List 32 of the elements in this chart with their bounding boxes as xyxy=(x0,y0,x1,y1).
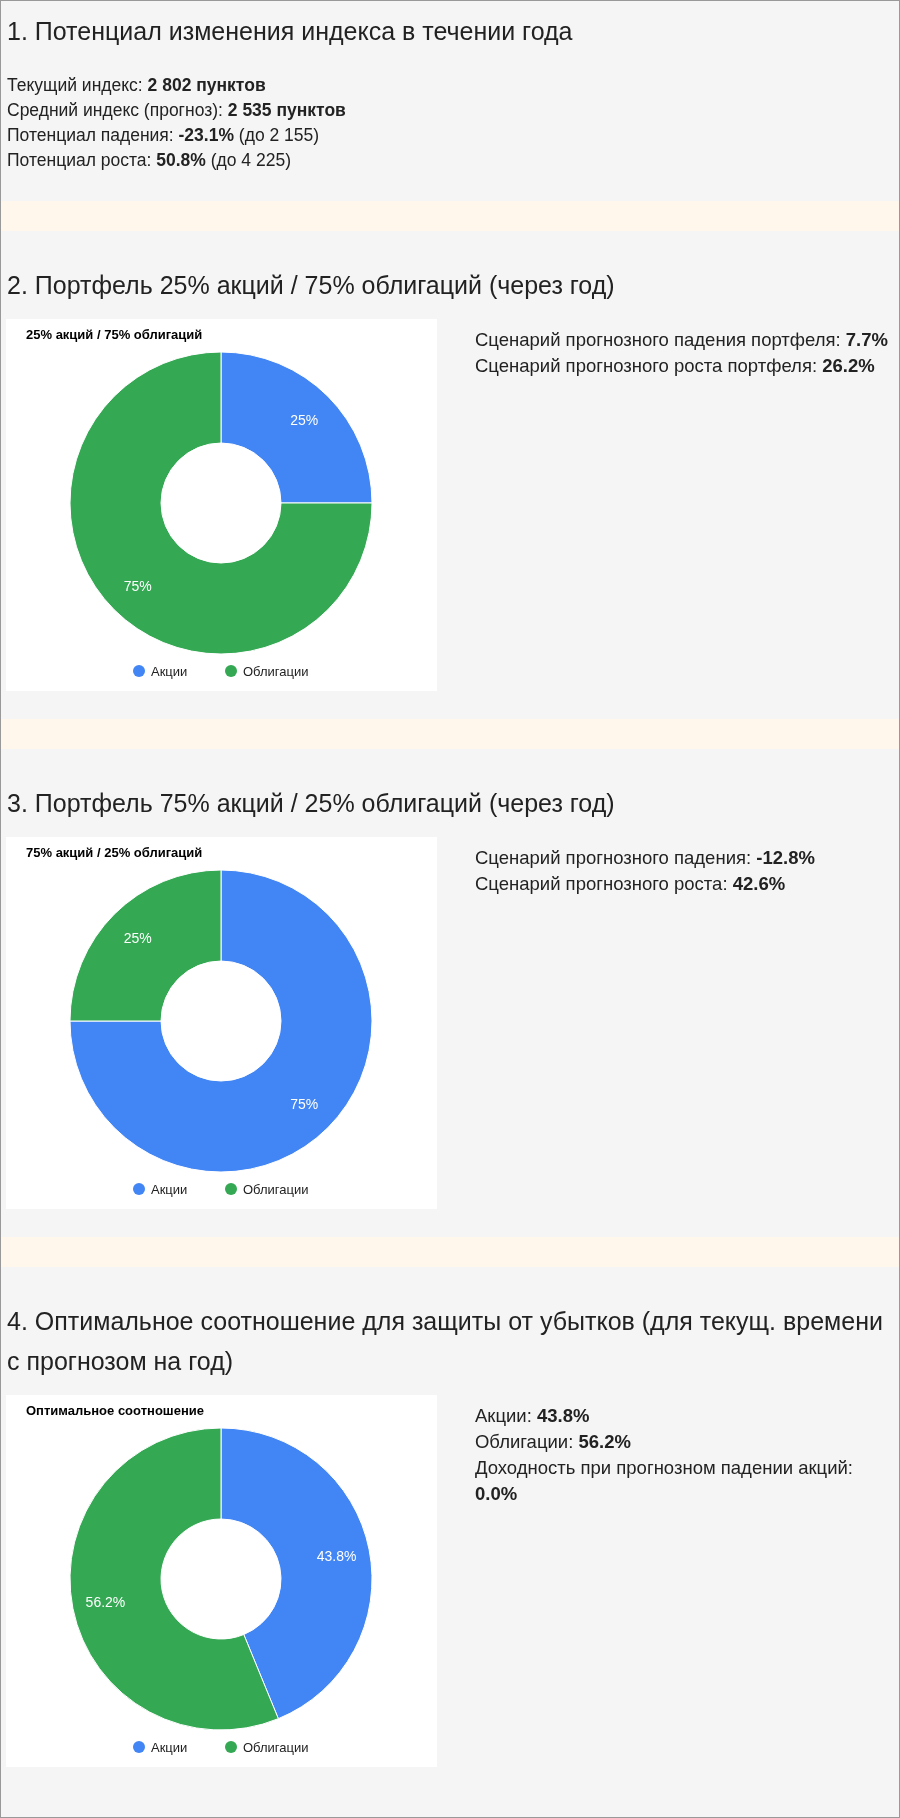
data-label: 75% xyxy=(290,1096,319,1113)
text: Текущий индекс: 2 802 пунктов xyxy=(7,74,267,97)
text: Средний индекс (прогноз): 2 535 пунктов xyxy=(7,99,347,122)
text: Сценарий прогнозного падения: -12.8% xyxy=(474,846,816,870)
legend-label: Облигации xyxy=(243,1181,309,1197)
legend-label: Акции xyxy=(151,663,188,679)
legend-label: Облигации xyxy=(243,1739,309,1755)
data-label: 75% xyxy=(123,578,152,595)
text: Доходность при прогнозном падении акций: 0.0% xyxy=(474,1456,854,1506)
text: Облигации: 56.2% xyxy=(474,1430,632,1454)
text: Акции: 43.8% xyxy=(474,1404,591,1428)
text: Потенциал роста: 50.8% (до 4 225) xyxy=(7,149,292,172)
data-label: 43.8% xyxy=(316,1548,357,1565)
data-label: 56.2% xyxy=(85,1593,126,1610)
text: Потенциал падения: -23.1% (до 2 155) xyxy=(7,124,321,147)
chart-title: 75% акций / 25% облигаций xyxy=(26,845,203,860)
text: 1. Потенциал изменения индекса в течении года xyxy=(6,16,574,47)
donut-slice xyxy=(69,869,373,1173)
legend-label: Акции xyxy=(151,1181,188,1197)
chart-subtitle: 3. Портфель 75% акций / 25% облигаций (через год) xyxy=(6,788,616,819)
chart-title: Оптимальное соотношение xyxy=(26,1403,204,1418)
text: 4. Оптимальное соотношение для защиты от убытков (для текущ. времени с прогнозом на год) xyxy=(6,1306,884,1377)
text: Сценарий прогнозного роста: 42.6% xyxy=(474,872,787,896)
donut-slice xyxy=(69,351,373,655)
data-label: 25% xyxy=(123,929,152,946)
chart-title: 25% акций / 75% облигаций xyxy=(26,327,203,342)
legend-label: Облигации xyxy=(243,663,309,679)
data-label: 25% xyxy=(290,411,319,428)
text: Сценарий прогнозного роста портфеля: 26.2% xyxy=(474,354,876,378)
legend-label: Акции xyxy=(151,1739,188,1755)
text: Сценарий прогнозного падения портфеля: 7.7% xyxy=(474,328,889,352)
chart-subtitle: 2. Портфель 25% акций / 75% облигаций (через год) xyxy=(6,270,616,301)
